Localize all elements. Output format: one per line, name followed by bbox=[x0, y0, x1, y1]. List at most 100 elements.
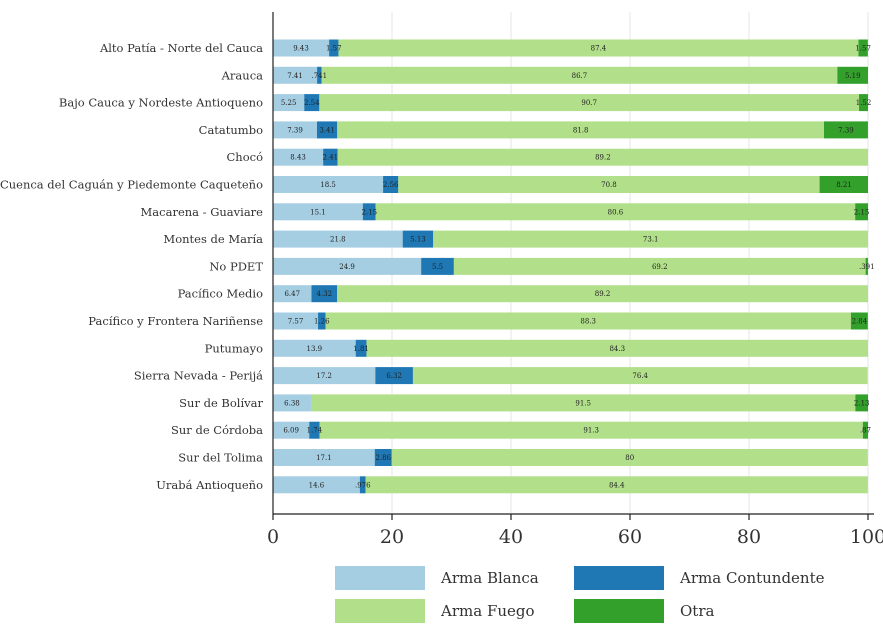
data-label: 3.41 bbox=[319, 126, 335, 134]
bar-segment bbox=[273, 203, 363, 221]
legend-swatch bbox=[335, 566, 425, 590]
data-label: .87 bbox=[860, 427, 871, 435]
data-label: .391 bbox=[859, 263, 875, 271]
bar-segment bbox=[337, 285, 868, 303]
category-label: Macarena - Guaviare bbox=[141, 205, 264, 219]
x-tick-label: 60 bbox=[618, 526, 642, 548]
bar-segment bbox=[383, 176, 399, 193]
bar-segment bbox=[273, 421, 310, 439]
bar-segment bbox=[412, 367, 868, 385]
data-label: 18.5 bbox=[320, 181, 336, 189]
bar-segment bbox=[329, 39, 339, 57]
data-label: .741 bbox=[311, 72, 327, 80]
data-label: 89.2 bbox=[595, 154, 611, 162]
bar-segment bbox=[865, 257, 868, 275]
data-label: 84.4 bbox=[609, 481, 625, 489]
bar-segment bbox=[273, 339, 356, 357]
category-label: Urabá Antioqueño bbox=[156, 478, 263, 492]
category-label: Montes de María bbox=[163, 232, 263, 246]
bar-segment bbox=[273, 39, 330, 57]
bar-segment bbox=[362, 203, 376, 221]
data-label: 2.41 bbox=[323, 154, 339, 162]
bar-segment bbox=[850, 312, 868, 330]
data-label: 6.47 bbox=[284, 290, 300, 298]
bar-segment bbox=[337, 121, 824, 139]
bar-segment bbox=[433, 230, 868, 248]
data-label: .976 bbox=[355, 481, 371, 489]
category-labels: Alto Patía - Norte del Cauca Arauca Bajo C… bbox=[0, 41, 264, 492]
data-label: 7.39 bbox=[838, 126, 854, 134]
legend: Arma Blanca Arma Contundente Arma Fuego Otr… bbox=[335, 566, 825, 623]
bar-segment bbox=[273, 394, 311, 412]
data-label: 2.15 bbox=[361, 208, 377, 216]
category-label: Putumayo bbox=[205, 341, 263, 355]
bar-segment bbox=[365, 476, 868, 494]
bar-segment bbox=[304, 94, 320, 112]
bar-segment bbox=[858, 39, 868, 57]
data-label: 17.2 bbox=[316, 372, 332, 380]
bar-segment bbox=[855, 203, 868, 221]
x-tick-label: 20 bbox=[380, 526, 404, 548]
data-label: 14.6 bbox=[309, 481, 325, 489]
bar-segment bbox=[375, 367, 413, 385]
bar-segment bbox=[391, 449, 868, 466]
category-label: No PDET bbox=[209, 259, 263, 273]
x-tick-label: 40 bbox=[499, 526, 523, 548]
bar-segment bbox=[311, 285, 338, 303]
data-label: 70.8 bbox=[601, 181, 617, 189]
data-label: 87.4 bbox=[591, 45, 607, 53]
x-tick-label: 80 bbox=[737, 526, 761, 548]
data-label: 7.41 bbox=[287, 72, 303, 80]
category-label: Arauca bbox=[221, 68, 264, 82]
bar-segment bbox=[359, 476, 366, 494]
category-label: Sur de Córdoba bbox=[171, 423, 263, 437]
bar-segment bbox=[862, 421, 868, 439]
bar-segment bbox=[837, 66, 868, 84]
legend-swatch bbox=[335, 599, 425, 623]
legend-swatch bbox=[574, 566, 664, 590]
data-label: 17.1 bbox=[316, 454, 332, 462]
bar-segment bbox=[318, 312, 326, 330]
data-label: 7.39 bbox=[287, 126, 303, 134]
data-label: 2.86 bbox=[375, 454, 391, 462]
data-label: 2.54 bbox=[304, 99, 320, 107]
data-label: 1.52 bbox=[856, 99, 872, 107]
data-label: 5.25 bbox=[281, 99, 297, 107]
category-label: Chocó bbox=[227, 150, 264, 164]
data-label: 21.8 bbox=[330, 236, 346, 244]
data-label: 73.1 bbox=[643, 236, 659, 244]
bar-segment bbox=[273, 148, 324, 166]
data-label: 76.4 bbox=[632, 372, 648, 380]
data-label: 7.57 bbox=[288, 318, 304, 326]
data-label: 8.21 bbox=[836, 181, 852, 189]
data-label: 80.6 bbox=[608, 208, 624, 216]
category-label: Sur de Bolívar bbox=[179, 396, 263, 410]
bar-segment bbox=[316, 121, 338, 139]
bar-segment bbox=[321, 66, 838, 84]
data-label: 4.32 bbox=[317, 290, 333, 298]
data-label: 86.7 bbox=[572, 72, 588, 80]
data-label: 91.5 bbox=[575, 399, 591, 407]
data-label: 5.5 bbox=[432, 263, 443, 271]
bar-segment bbox=[273, 230, 403, 248]
category-label: Pacífico Medio bbox=[178, 287, 264, 301]
bar-segment bbox=[310, 394, 856, 412]
data-label: 8.43 bbox=[290, 154, 306, 162]
legend-swatch bbox=[574, 599, 664, 623]
data-label: 2.15 bbox=[854, 208, 870, 216]
data-label: 90.7 bbox=[581, 99, 597, 107]
x-tick-labels: 0 20 40 60 80 100 bbox=[267, 526, 883, 548]
bar-segment bbox=[859, 94, 868, 112]
data-label: 1.26 bbox=[314, 318, 330, 326]
data-label: 91.3 bbox=[583, 427, 599, 435]
data-label: 5.13 bbox=[410, 236, 426, 244]
data-label: 2.84 bbox=[852, 318, 868, 326]
bar-segment bbox=[317, 66, 322, 84]
bar-segment bbox=[309, 421, 320, 439]
data-label: 6.09 bbox=[283, 427, 299, 435]
data-label: 89.2 bbox=[595, 290, 611, 298]
bar-segments bbox=[273, 39, 868, 494]
bar-segment bbox=[366, 339, 868, 357]
bar-segment bbox=[398, 176, 820, 193]
